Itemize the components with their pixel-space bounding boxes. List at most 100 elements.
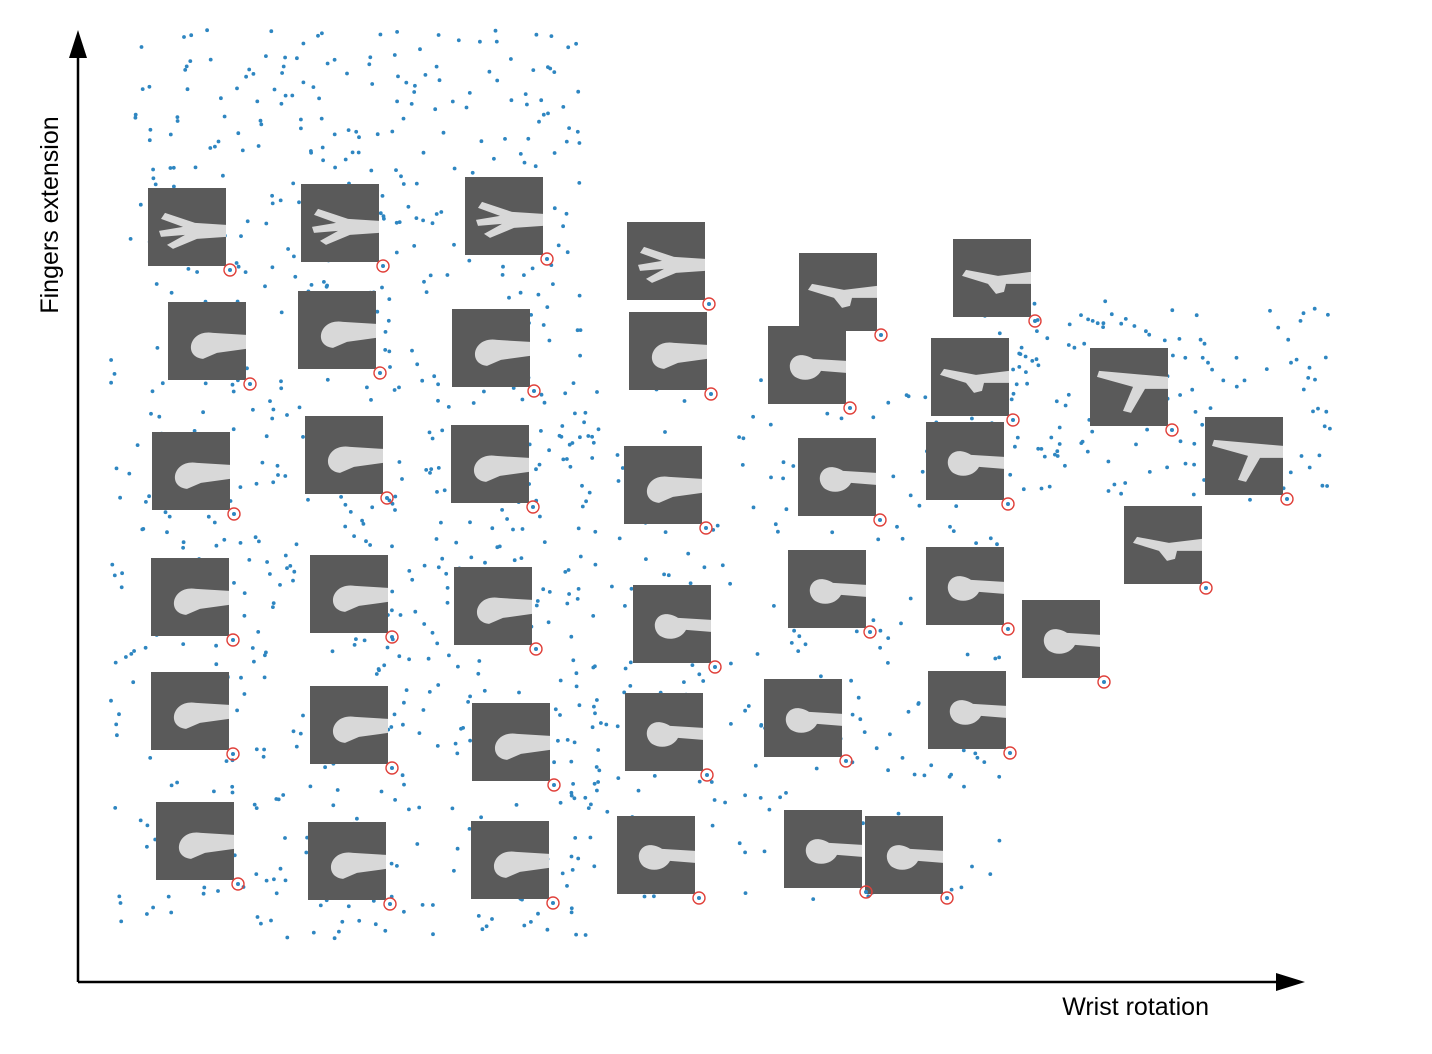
data-point (441, 130, 446, 135)
data-point (507, 295, 511, 300)
data-point (652, 894, 656, 899)
data-point (120, 571, 124, 576)
data-point (333, 165, 337, 170)
data-point (435, 641, 440, 646)
data-point (343, 502, 348, 507)
data-point (201, 410, 206, 415)
data-point (578, 554, 583, 559)
data-point (1132, 324, 1137, 328)
data-point (1030, 359, 1035, 363)
data-point (252, 802, 257, 807)
data-point (311, 85, 316, 89)
marker-point (848, 406, 852, 410)
data-point (283, 474, 288, 478)
data-point (208, 146, 213, 150)
data-point (435, 744, 440, 748)
data-point (1311, 409, 1315, 414)
data-point (270, 201, 275, 206)
data-point (997, 838, 1002, 843)
data-point (500, 273, 505, 277)
hand-thumbnail (865, 816, 943, 894)
data-point (551, 282, 555, 286)
data-point (283, 93, 288, 98)
data-point (1276, 325, 1281, 330)
data-point (467, 91, 472, 95)
data-point (445, 273, 450, 277)
data-point (1106, 489, 1111, 493)
data-point (518, 290, 523, 295)
data-point (1144, 329, 1148, 334)
data-point (792, 628, 796, 633)
marker-point (713, 665, 717, 669)
data-point (418, 47, 422, 52)
data-point (323, 765, 327, 770)
data-point (240, 148, 245, 153)
data-point (352, 534, 356, 538)
data-point (395, 99, 399, 104)
data-point (368, 543, 372, 547)
data-point (1067, 322, 1072, 327)
marker-ring (708, 660, 722, 674)
data-point (420, 378, 425, 383)
hand-shape (638, 845, 695, 870)
data-point (420, 903, 425, 907)
data-point (236, 131, 241, 136)
data-point (283, 55, 287, 60)
data-point (876, 537, 881, 542)
data-point (428, 471, 432, 475)
data-point (292, 254, 296, 259)
data-point (595, 698, 599, 702)
data-point (571, 782, 575, 786)
data-point (271, 480, 276, 485)
data-point (743, 891, 748, 895)
data-point (254, 872, 259, 876)
data-point (599, 721, 603, 725)
data-point (1248, 497, 1252, 502)
marker-ring (1097, 675, 1111, 689)
data-point (407, 807, 411, 812)
data-point (917, 503, 922, 508)
hand-shape (646, 476, 702, 503)
data-point (216, 139, 221, 144)
data-point (552, 206, 557, 211)
data-point (239, 234, 243, 239)
data-point (339, 495, 343, 499)
data-point (436, 565, 441, 570)
marker-point (388, 902, 392, 906)
data-point (522, 923, 527, 928)
data-point (430, 436, 435, 441)
data-point (165, 530, 169, 535)
data-point (471, 401, 476, 405)
data-point (534, 467, 538, 472)
data-point (456, 38, 461, 43)
data-point (965, 652, 970, 657)
data-point (430, 630, 435, 635)
hand-thumbnail (788, 550, 866, 628)
data-point (265, 560, 269, 564)
data-point (143, 645, 148, 650)
data-point (369, 398, 373, 402)
hand-shape (785, 708, 842, 733)
data-point (582, 420, 586, 425)
data-point (169, 290, 174, 295)
data-point (355, 816, 359, 821)
data-point (404, 80, 409, 85)
data-point (406, 204, 411, 209)
data-point (153, 182, 158, 187)
data-point (242, 591, 247, 595)
data-point (1147, 332, 1152, 337)
data-point (552, 151, 557, 155)
data-point (908, 596, 913, 601)
marker-point (532, 389, 536, 393)
data-point (276, 473, 280, 477)
data-point (292, 569, 297, 574)
data-point (1090, 319, 1095, 323)
data-point (256, 630, 261, 634)
data-point (295, 56, 299, 61)
data-point (467, 258, 472, 263)
data-point (112, 372, 117, 376)
data-point (849, 678, 853, 683)
data-point (1301, 387, 1306, 392)
data-point (559, 434, 564, 439)
data-point (975, 755, 980, 760)
